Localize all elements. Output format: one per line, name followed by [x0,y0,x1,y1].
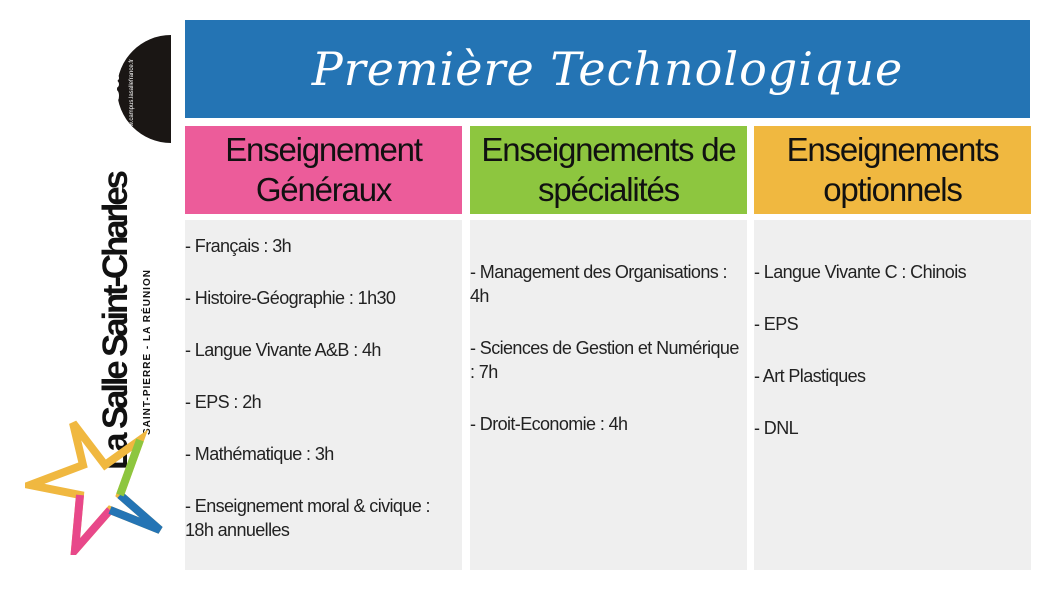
list-item: - Droit-Economie : 4h [470,414,628,434]
svg-text:campus: campus [80,65,102,135]
list-item: - Management des Organisations : 4h [470,262,728,306]
column-header-optionnels: Enseignements optionnels [754,126,1031,214]
list-item: - Langue Vivante A&B : 4h [185,340,381,360]
column-body-general: - Français : 3h - Histoire-Géographie : … [185,220,462,570]
list-item: - Enseignement moral & civique : 18h ann… [185,496,431,540]
list-item: - Langue Vivante C : Chinois [754,262,967,282]
list-item: - EPS : 2h [185,392,262,412]
svg-text:La Salle Saint-Charles: La Salle Saint-Charles [96,170,135,470]
school-logo: campus La Salle www.campus.lasallefrance… [15,25,180,562]
list-item: - EPS [754,314,799,334]
column-header-general: Enseignement Généraux [185,126,462,214]
svg-text:SAINT-PIERRE - LA RÉUNION: SAINT-PIERRE - LA RÉUNION [140,270,153,435]
column-body-optionnels: - Langue Vivante C : Chinois - EPS - Art… [754,220,1031,570]
svg-text:La Salle: La Salle [99,52,124,135]
list-item: - Histoire-Géographie : 1h30 [185,288,396,308]
page-title: Première Technologique [185,20,1030,118]
list-item: - DNL [754,418,799,438]
column-body-specialites: - Management des Organisations : 4h - Sc… [470,220,747,570]
column-header-specialites: Enseignements de spécialités [470,126,747,214]
list-item: - Français : 3h [185,236,292,256]
list-item: - Mathématique : 3h [185,444,334,464]
list-item: - Art Plastiques [754,366,866,386]
list-item: - Sciences de Gestion et Numérique : 7h [470,338,739,382]
svg-text:www.campus.lasallefrance.fr: www.campus.lasallefrance.fr [129,59,135,136]
